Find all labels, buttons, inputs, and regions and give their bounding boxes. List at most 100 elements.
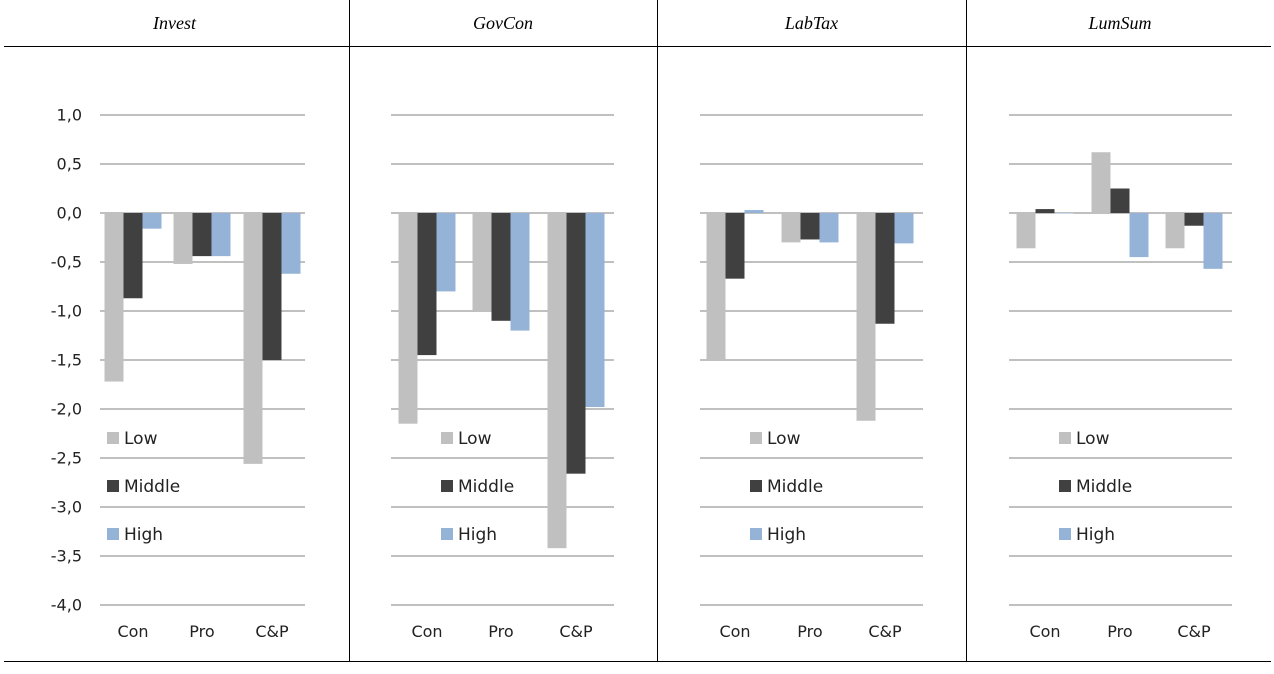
bar-high	[281, 213, 301, 274]
bar-low	[243, 213, 263, 464]
panel-govcon: GovCon Con Pro C&P Low Middle High	[349, 0, 657, 662]
bar-high	[510, 213, 530, 331]
y-tick-label: -2,0	[50, 399, 82, 419]
bar-low	[398, 213, 418, 424]
bar-low	[1091, 152, 1111, 213]
panel-lumsum: LumSum Con Pro C&P Low Middle High	[966, 0, 1274, 662]
y-tick-label: -1,0	[50, 301, 82, 321]
legend-label: Low	[124, 429, 158, 449]
x-tick-label: C&P	[559, 622, 593, 641]
legend-swatch	[1059, 480, 1071, 492]
y-tick-label: -3,0	[50, 497, 82, 517]
legend-label: High	[1076, 525, 1115, 545]
legend-label: Low	[767, 429, 801, 449]
column-divider	[657, 0, 658, 662]
bar-middle	[262, 213, 282, 360]
table-top-rule	[4, 46, 1271, 47]
chart-plot: Con Pro C&P Low Middle High	[700, 114, 923, 641]
bar-middle	[123, 213, 143, 299]
y-tick-label: -2,5	[50, 448, 82, 468]
panel-title: LumSum	[1088, 13, 1152, 33]
legend-swatch	[107, 432, 119, 444]
bar-high	[1129, 213, 1149, 258]
bar-middle	[725, 213, 745, 279]
bar-low	[173, 213, 193, 264]
legend-swatch	[1059, 432, 1071, 444]
y-tick-label: -0,5	[50, 252, 82, 272]
x-tick-label: C&P	[255, 622, 289, 641]
column-divider	[349, 0, 350, 662]
panel-invest: Invest Con Pro C&P Low Middle High	[0, 0, 349, 662]
x-tick-label: Con	[117, 622, 148, 641]
bar-high	[894, 213, 914, 244]
bar-low	[1165, 213, 1185, 249]
bar-low	[472, 213, 492, 311]
legend-label: High	[767, 525, 806, 545]
y-tick-label: 0,5	[56, 154, 82, 174]
x-tick-label: Pro	[488, 622, 513, 641]
bar-low	[547, 213, 567, 549]
legend-swatch	[441, 480, 453, 492]
legend-swatch	[1059, 528, 1071, 540]
legend-label: Middle	[458, 477, 514, 497]
bar-low	[104, 213, 124, 382]
x-tick-label: Con	[411, 622, 442, 641]
bar-middle	[491, 213, 511, 321]
legend-label: Middle	[1076, 477, 1132, 497]
bar-high	[142, 213, 162, 229]
bar-low	[706, 213, 726, 360]
panel-labtax: LabTax Con Pro C&P Low Middle High	[657, 0, 966, 662]
chart-plot: Con Pro C&P Low Middle High	[391, 114, 614, 641]
x-tick-label: C&P	[1177, 622, 1211, 641]
legend-swatch	[750, 528, 762, 540]
x-tick-label: Con	[719, 622, 750, 641]
bar-high	[1054, 213, 1074, 214]
x-tick-label: Pro	[189, 622, 214, 641]
column-divider	[966, 0, 967, 662]
y-axis-tick-labels: 1,0 0,5 0,0 -0,5 -1,0 -1,5 -2,0 -2,5 -3,0 -3,5 -4,…	[0, 0, 90, 662]
legend-label: Low	[1076, 429, 1110, 449]
legend-label: Middle	[124, 477, 180, 497]
legend-label: High	[124, 525, 163, 545]
bar-high	[436, 213, 456, 292]
y-tick-label: 1,0	[56, 105, 82, 125]
y-tick-label: -3,5	[50, 546, 82, 566]
legend-label: Low	[458, 429, 492, 449]
panel-title: Invest	[153, 13, 196, 33]
bar-low	[1016, 213, 1036, 249]
legend-swatch	[441, 432, 453, 444]
y-tick-label: -4,0	[50, 595, 82, 615]
legend-label: High	[458, 525, 497, 545]
bar-middle	[1110, 188, 1130, 213]
x-tick-label: Pro	[1107, 622, 1132, 641]
x-tick-label: Con	[1029, 622, 1060, 641]
panel-title: GovCon	[473, 13, 533, 33]
bar-high	[1203, 213, 1223, 269]
legend-swatch	[750, 432, 762, 444]
panel-title: LabTax	[784, 13, 839, 33]
bar-low	[781, 213, 801, 243]
bar-middle	[875, 213, 895, 324]
bar-middle	[192, 213, 212, 257]
bar-middle	[1184, 213, 1204, 226]
y-tick-label: 0,0	[56, 203, 82, 223]
bar-middle	[1035, 209, 1055, 213]
bar-low	[856, 213, 876, 421]
legend-swatch	[107, 480, 119, 492]
legend-swatch	[750, 480, 762, 492]
bar-high	[819, 213, 839, 243]
y-tick-label: -1,5	[50, 350, 82, 370]
x-tick-label: Pro	[797, 622, 822, 641]
chart-plot: Con Pro C&P Low Middle High	[100, 114, 305, 641]
chart-plot: Con Pro C&P Low Middle High	[1009, 114, 1232, 641]
legend-label: Middle	[767, 477, 823, 497]
bar-high	[585, 213, 605, 408]
bar-high	[744, 210, 764, 213]
bar-middle	[800, 213, 820, 240]
x-tick-label: C&P	[868, 622, 902, 641]
bar-middle	[566, 213, 586, 474]
legend-swatch	[107, 528, 119, 540]
table-bottom-rule	[4, 661, 1271, 662]
bar-high	[211, 213, 231, 257]
